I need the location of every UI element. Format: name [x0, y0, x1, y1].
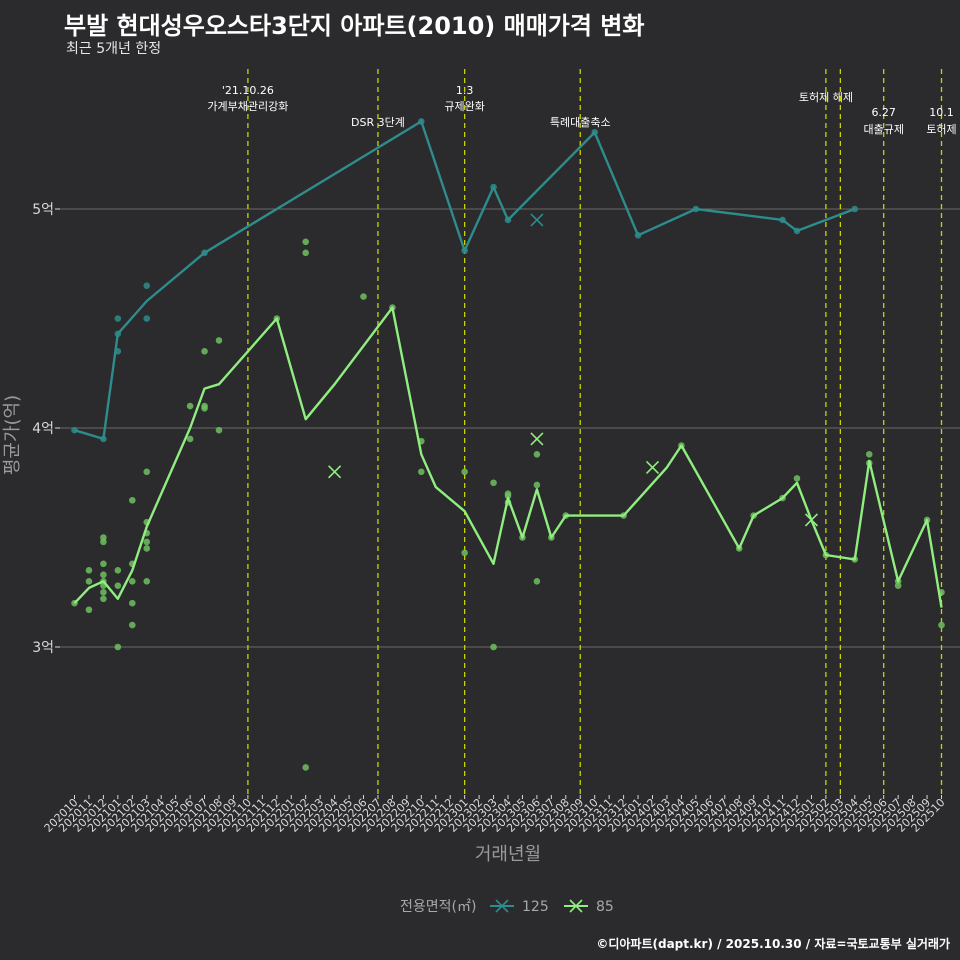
legend: 전용면적(㎡) 125 85 [400, 899, 614, 915]
data-point-85 [894, 582, 902, 589]
data-point-85 [100, 595, 107, 603]
data-point-85 [533, 481, 541, 489]
data-point-85 [129, 578, 136, 585]
data-point-85 [461, 468, 468, 476]
data-point-85 [85, 567, 93, 574]
data-point-85 [143, 468, 151, 476]
event-annotation: DSR 3단계 [351, 116, 405, 129]
legend-key-125: 125 [490, 899, 549, 915]
data-point-85 [938, 621, 945, 629]
data-point-85 [114, 643, 122, 651]
cross-stroke [645, 460, 660, 474]
source-caption: ©디아파트(dapt.kr) / 2025.10.30 / 자료=국토교통부 실… [596, 937, 950, 951]
event-annotation: 특례대출축소 [550, 116, 611, 129]
legend-label-85: 85 [596, 899, 614, 915]
x-axis-label: 거래년월 [475, 844, 541, 865]
event-annotation: 대출규제 [863, 123, 903, 136]
legend-swatch-cross [569, 899, 583, 913]
cross-marker-125 [530, 213, 544, 227]
event-annotation: 10.1 [929, 106, 954, 119]
chart-title: 부발 현대성우오스타3단지 아파트(2010) 매매가격 변화 [64, 12, 645, 40]
data-point-85 [302, 249, 310, 257]
data-point-85 [129, 599, 136, 607]
event-annotation: 규제완화 [444, 100, 484, 113]
ytick-label-4: 4억 [32, 421, 54, 437]
series-125 [71, 118, 859, 443]
y-axis-ticks: 3억 4억 5억 [32, 202, 60, 656]
data-point-125 [143, 282, 151, 289]
data-point-85 [143, 538, 151, 546]
cross-stroke [804, 513, 819, 527]
legend-key-85: 85 [564, 899, 614, 915]
ytick-label-5: 5억 [32, 202, 54, 218]
y-axis-label: 평균가(억) [2, 395, 23, 475]
legend-swatch-cross [495, 899, 509, 913]
data-point-85 [533, 450, 541, 458]
data-point-85 [85, 606, 93, 614]
data-point-85 [360, 293, 367, 300]
cross-stroke [530, 432, 544, 446]
cross-stroke [328, 465, 342, 479]
x-axis-ticks: 2020102020112020122021012021022021032021… [42, 795, 948, 835]
data-point-125 [114, 315, 122, 322]
data-point-85 [490, 643, 497, 651]
cross-stroke [530, 213, 544, 227]
data-point-85 [114, 567, 122, 574]
cross-marker-85 [530, 432, 544, 446]
y-gridlines [60, 208, 960, 648]
ytick-label-3: 3억 [32, 640, 54, 656]
data-point-85 [201, 348, 208, 355]
data-point-85 [114, 582, 122, 589]
data-point-85 [793, 475, 801, 482]
event-annotation: 토허제 해제 [799, 90, 853, 104]
cross-marker-85 [328, 465, 342, 479]
data-point-85 [490, 479, 497, 487]
data-point-85 [201, 404, 208, 412]
event-annotation: 6.27 [871, 106, 896, 119]
series-line-125 [74, 120, 856, 441]
cross-marker-85 [645, 460, 660, 474]
data-point-85 [215, 426, 223, 434]
data-point-85 [100, 588, 107, 596]
data-point-125 [143, 315, 151, 322]
data-point-85 [504, 492, 512, 500]
data-point-85 [418, 468, 425, 476]
data-point-85 [186, 402, 194, 410]
data-point-85 [129, 496, 136, 504]
data-point-85 [215, 337, 223, 344]
data-point-85 [100, 534, 107, 541]
data-point-85 [129, 621, 136, 629]
legend-title: 전용면적(㎡) [400, 899, 476, 915]
chart-subtitle: 최근 5개년 한정 [66, 41, 162, 57]
legend-label-125: 125 [522, 899, 549, 915]
series-85 [71, 238, 945, 771]
series-layer [71, 118, 945, 771]
data-point-85 [302, 764, 310, 771]
event-annotation: 1.3 [456, 84, 474, 97]
series-line-85 [73, 306, 943, 608]
data-point-85 [100, 571, 107, 579]
event-annotation: 토허제 [926, 123, 956, 136]
data-point-85 [533, 578, 541, 585]
data-point-85 [143, 545, 151, 552]
event-annotation: '21.10.26 [222, 84, 274, 97]
data-point-85 [865, 450, 873, 458]
data-point-85 [461, 549, 468, 557]
data-point-85 [85, 578, 93, 585]
data-point-85 [302, 238, 310, 246]
data-point-85 [186, 435, 194, 443]
event-annotation: 가계부채관리강화 [207, 100, 288, 113]
data-point-85 [143, 578, 151, 585]
data-point-85 [100, 560, 107, 568]
cross-marker-85 [804, 513, 819, 527]
